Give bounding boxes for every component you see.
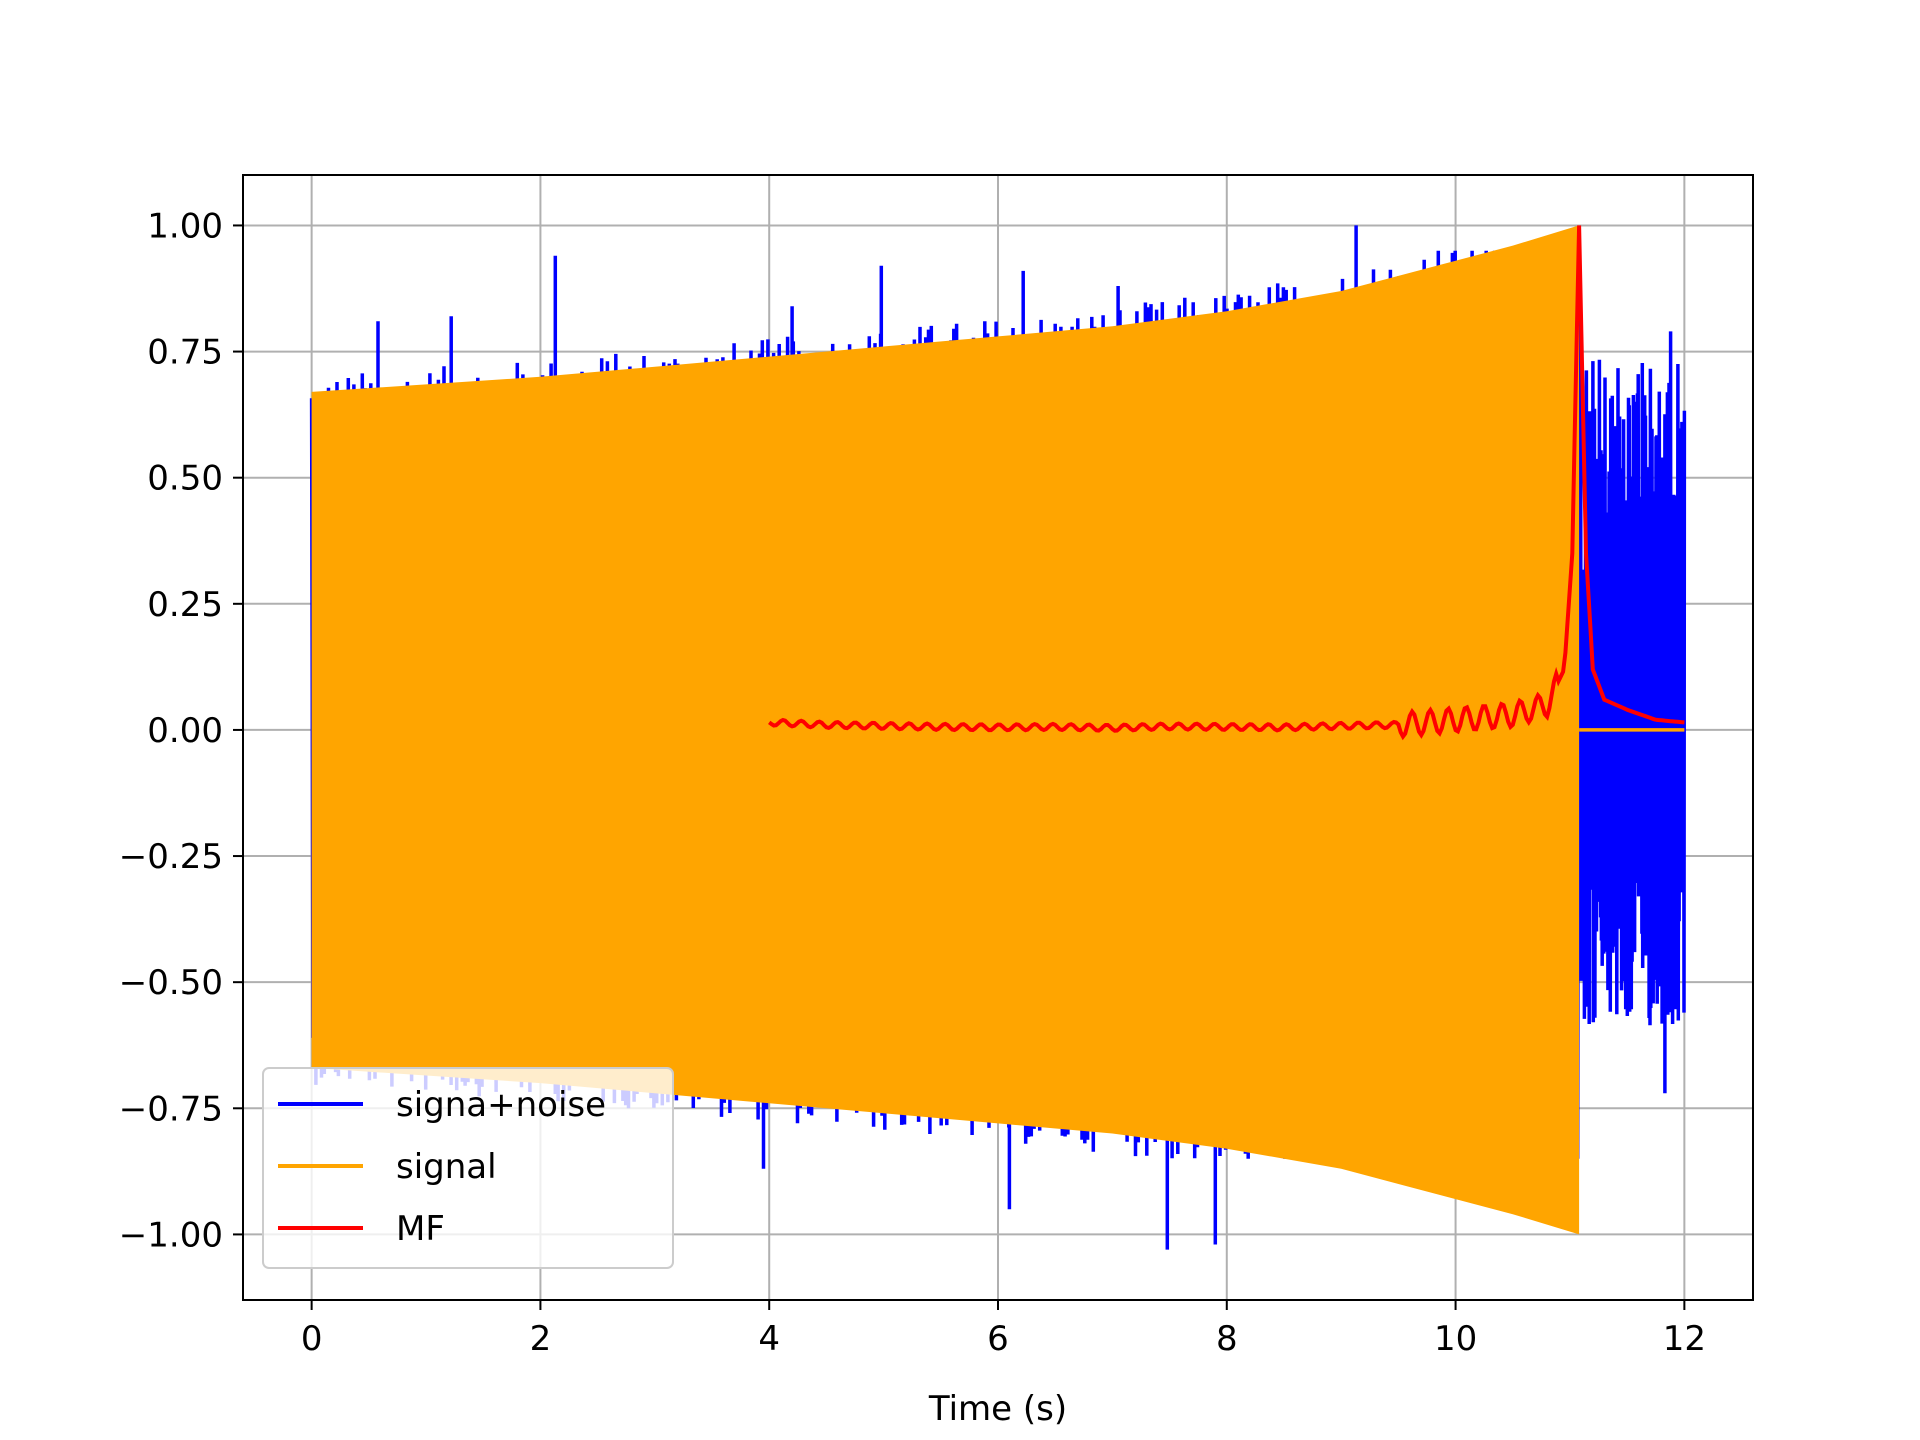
y-tick-label: 0.25 (147, 585, 223, 625)
series-mf-line (768, 225, 1685, 741)
legend-label-signal: signal (396, 1147, 497, 1187)
y-tick-label: −0.75 (119, 1089, 223, 1129)
x-axis-title: Time (s) (928, 1389, 1067, 1429)
y-tick-label: 0.50 (147, 459, 223, 499)
series-signal-line (311, 225, 1580, 1235)
legend: signa+noise signal MF (262, 1067, 674, 1269)
legend-box (262, 1067, 674, 1269)
y-tick-label: −1.00 (119, 1215, 223, 1255)
y-tick-label: 0.75 (147, 333, 223, 373)
x-tick-label: 4 (758, 1319, 780, 1359)
y-tick-label: −0.25 (119, 837, 223, 877)
x-tick-label: 0 (301, 1319, 323, 1359)
legend-label-mf: MF (396, 1209, 445, 1249)
y-tick-label: −0.50 (119, 963, 223, 1003)
y-tick-label: 0.00 (147, 711, 223, 751)
x-tick-label: 8 (1216, 1319, 1238, 1359)
x-tick-label: 10 (1434, 1319, 1477, 1359)
x-axis-ticks: 0 2 4 6 8 10 12 (301, 1300, 1706, 1359)
x-tick-label: 12 (1663, 1319, 1706, 1359)
legend-label-signa-noise: signa+noise (396, 1085, 606, 1125)
x-tick-label: 6 (987, 1319, 1009, 1359)
y-axis-ticks: 1.00 0.75 0.50 0.25 0.00 −0.25 −0.50 −0.75 −1.00 (119, 206, 243, 1255)
x-tick-label: 2 (530, 1319, 552, 1359)
plot-area (309, 225, 1687, 1250)
y-tick-label: 1.00 (147, 206, 223, 246)
